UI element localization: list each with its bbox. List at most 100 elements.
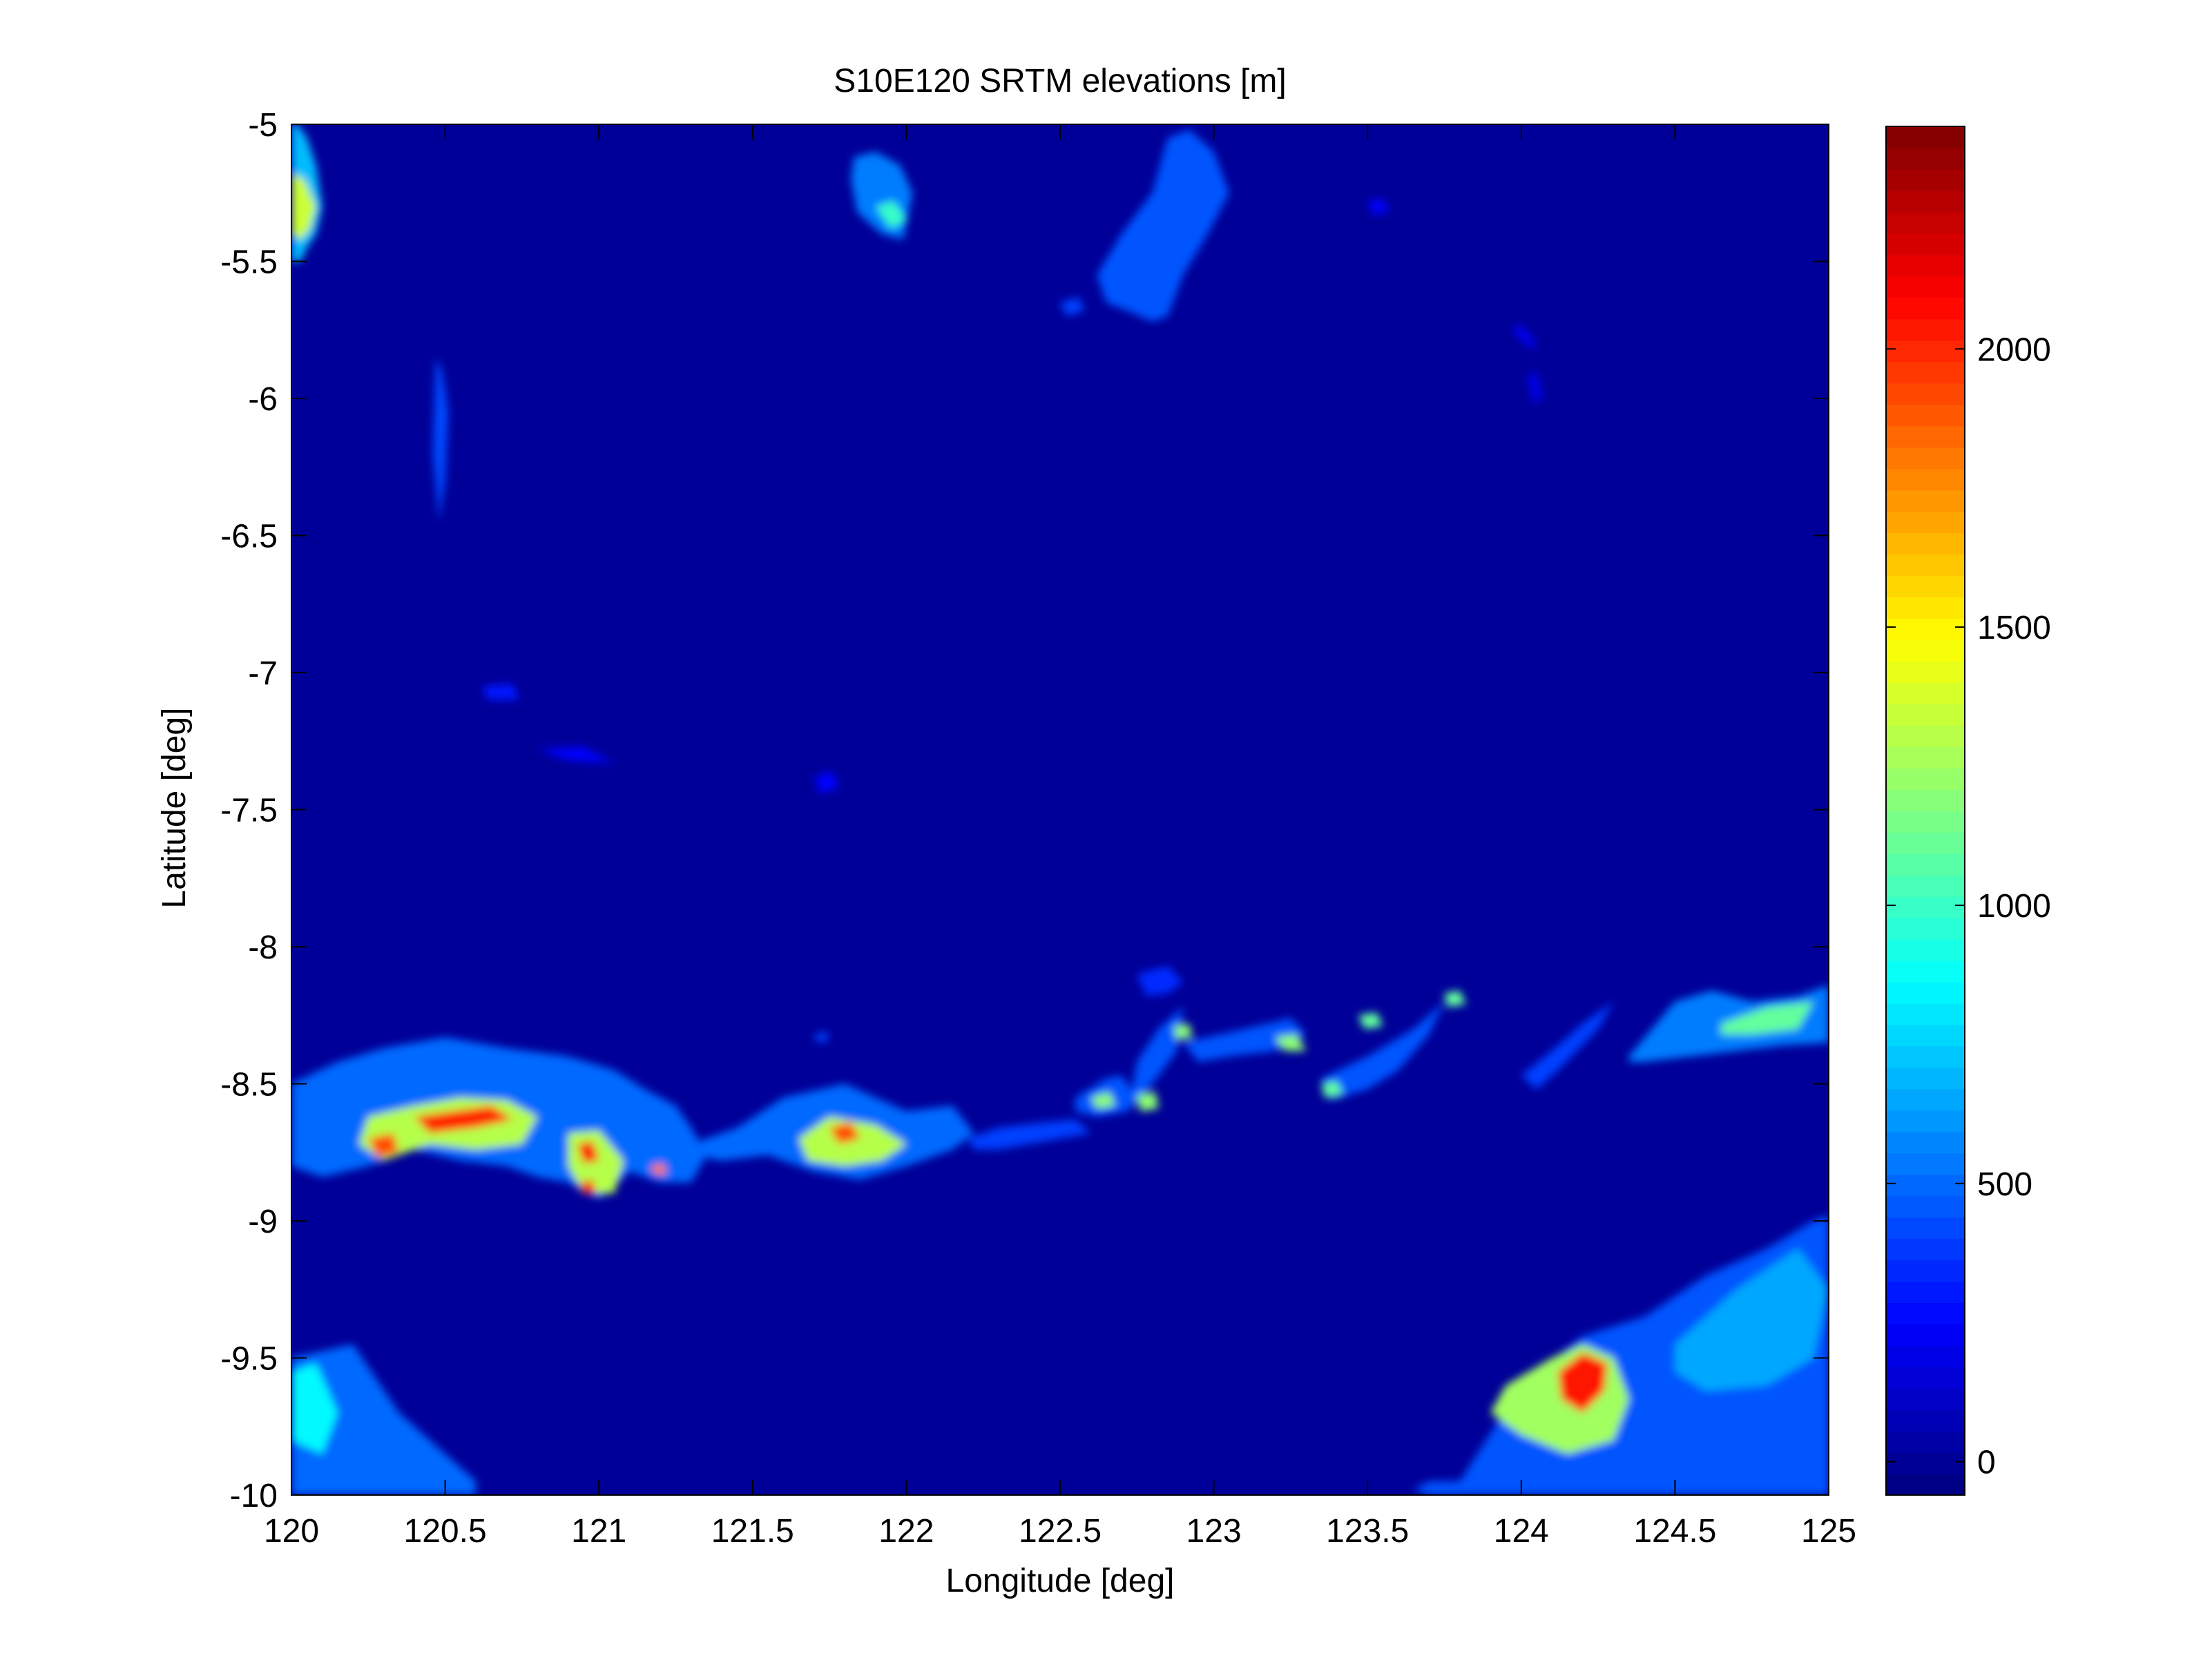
colorbar-band xyxy=(1886,1474,1965,1496)
y-tick-label: -6 xyxy=(248,381,278,418)
colorbar-band xyxy=(1886,361,1965,384)
colorbar-band xyxy=(1886,1324,1965,1347)
terrain-feature-1 xyxy=(291,173,316,240)
terrain-feature-27 xyxy=(1090,1092,1116,1109)
y-tick-label: -5.5 xyxy=(220,244,278,281)
x-axis-label: Longitude [deg] xyxy=(946,1563,1175,1599)
x-tick-label: 121 xyxy=(571,1513,626,1550)
colorbar-band xyxy=(1886,190,1965,213)
colorbar-band xyxy=(1886,1388,1965,1410)
colorbar-band xyxy=(1886,768,1965,790)
x-tick-label: 120.5 xyxy=(404,1513,487,1550)
colorbar-frame xyxy=(1885,126,1965,1496)
terrain-feature-19 xyxy=(580,1179,596,1194)
y-tick-label: -9 xyxy=(248,1204,278,1240)
colorbar-band xyxy=(1886,725,1965,747)
colorbar-band xyxy=(1886,896,1965,918)
colorbar-band xyxy=(1886,1153,1965,1175)
colorbar-band xyxy=(1886,1431,1965,1453)
colorbar-band xyxy=(1886,1281,1965,1304)
colorbar-band xyxy=(1886,1131,1965,1154)
terrain-feature-10 xyxy=(482,683,519,700)
colorbar-ticks: 0 500 1000 1500 2000 xyxy=(1886,331,2051,1481)
colorbar-band xyxy=(1886,532,1965,555)
colorbar-band xyxy=(1886,874,1965,897)
colorbar-band xyxy=(1886,1238,1965,1261)
colorbar-band xyxy=(1886,383,1965,405)
colorbar-band xyxy=(1886,233,1965,256)
y-tick-label: -7.5 xyxy=(220,793,278,829)
terrain-feature-5 xyxy=(1097,129,1229,322)
x-tick-label: 121.5 xyxy=(711,1513,794,1550)
colorbar-band xyxy=(1886,639,1965,662)
terrain-feature-38 xyxy=(1521,1001,1614,1090)
colorbar-band xyxy=(1886,276,1965,298)
terrain-feature-30 xyxy=(1137,1092,1159,1112)
colorbar-band xyxy=(1886,1195,1965,1218)
map-background xyxy=(291,124,1829,1495)
colorbar-band xyxy=(1886,789,1965,811)
colorbar-band xyxy=(1886,511,1965,534)
y-tick-label: -5 xyxy=(248,107,278,144)
terrain-feature-23 xyxy=(829,1122,860,1144)
colorbar-tick-label: 500 xyxy=(1977,1166,2032,1203)
terrain-feature-36 xyxy=(1321,1081,1343,1098)
terrain-feature-18 xyxy=(577,1141,599,1164)
colorbar-band xyxy=(1886,554,1965,577)
elevation-map: 120 120.5 121 121.5 122 122.5 123 123.5 124 124.5… xyxy=(220,107,1856,1550)
y-tick-label: -7 xyxy=(248,655,278,692)
x-tick-label: 124 xyxy=(1494,1513,1549,1550)
x-tick-label: 125 xyxy=(1801,1513,1856,1550)
colorbar-band xyxy=(1886,447,1965,470)
colorbar-band xyxy=(1886,704,1965,726)
colorbar-tick-label: 1000 xyxy=(1977,888,2051,925)
colorbar-band xyxy=(1886,1345,1965,1367)
colorbar-band xyxy=(1886,746,1965,769)
colorbar-band xyxy=(1886,211,1965,234)
x-tick-label: 122.5 xyxy=(1019,1513,1102,1550)
terrain-feature-2 xyxy=(432,357,449,522)
terrain-feature-4 xyxy=(875,201,907,229)
chart-title: S10E120 SRTM elevations [m] xyxy=(834,63,1286,99)
colorbar: 0 500 1000 1500 2000 xyxy=(1885,126,2051,1496)
colorbar-tick-label: 1500 xyxy=(1977,610,2051,646)
colorbar-band xyxy=(1886,981,1965,1004)
x-tick-label: 120 xyxy=(264,1513,319,1550)
terrain-features xyxy=(291,124,1829,1495)
y-tick-label: -8.5 xyxy=(220,1067,278,1103)
colorbar-band xyxy=(1886,126,1965,148)
terrain-feature-7 xyxy=(1367,198,1389,215)
colorbar-band xyxy=(1886,318,1965,341)
colorbar-band xyxy=(1886,340,1965,363)
terrain-feature-8 xyxy=(1512,324,1537,349)
colorbar-band xyxy=(1886,1110,1965,1132)
colorbar-band xyxy=(1886,1003,1965,1025)
colorbar-band xyxy=(1886,1452,1965,1474)
colorbar-band xyxy=(1886,1302,1965,1325)
terrain-feature-24 xyxy=(814,1032,830,1043)
terrain-feature-34 xyxy=(1321,1001,1445,1101)
colorbar-band xyxy=(1886,661,1965,683)
colorbar-tick-label: 0 xyxy=(1977,1445,1996,1481)
colorbar-band xyxy=(1886,1024,1965,1047)
colorbar-band xyxy=(1886,297,1965,320)
terrain-feature-25 xyxy=(968,1119,1091,1150)
terrain-feature-29 xyxy=(1127,1007,1184,1112)
terrain-feature-12 xyxy=(814,771,839,793)
terrain-feature-37 xyxy=(1444,990,1466,1008)
colorbar-band xyxy=(1886,682,1965,704)
colorbar-band xyxy=(1886,853,1965,876)
colorbar-band xyxy=(1886,1045,1965,1068)
x-tick-label: 122 xyxy=(878,1513,934,1550)
terrain-feature-31 xyxy=(1183,1018,1307,1062)
x-tick-label: 123 xyxy=(1186,1513,1242,1550)
colorbar-band xyxy=(1886,425,1965,448)
x-axis-ticks: 120 120.5 121 121.5 122 122.5 123 123.5 124 124.5… xyxy=(264,124,1856,1550)
colorbar-band xyxy=(1886,938,1965,961)
terrain-feature-6 xyxy=(1060,297,1085,316)
terrain-feature-44 xyxy=(1675,1248,1829,1391)
terrain-feature-16 xyxy=(368,1133,399,1158)
colorbar-band xyxy=(1886,1174,1965,1197)
x-tick-label: 124.5 xyxy=(1633,1513,1716,1550)
